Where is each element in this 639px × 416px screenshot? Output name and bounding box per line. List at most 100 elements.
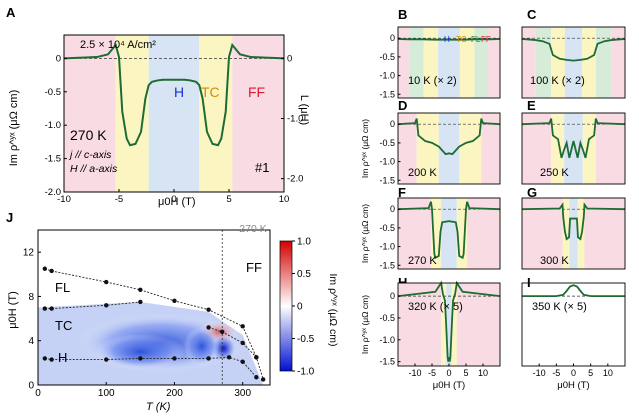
phase-region-ff-0 [522, 27, 536, 98]
axes-frame [521, 112, 626, 185]
phase-label-ff: FF [248, 84, 265, 100]
x-tick-label: 5 [463, 368, 468, 378]
phase-region-ff-0 [398, 283, 442, 366]
y-axis-label-j: μ0H (T) [7, 291, 19, 329]
phase-region-h-3 [438, 27, 460, 98]
y-tick-label: -1.5 [379, 260, 395, 270]
x-tick-label-a: -10 [57, 194, 71, 205]
x-tick-label-a: 10 [279, 194, 290, 205]
boundary-point [260, 377, 266, 382]
y-tick-label: -1.0 [379, 71, 395, 81]
boundary-point [42, 306, 48, 311]
boundary-point [206, 356, 211, 361]
phase-region-h-2 [438, 113, 460, 184]
phase-region-ff-6 [488, 27, 500, 98]
y-tick-label-j: 0 [28, 381, 34, 392]
boundary-point [49, 306, 54, 311]
boundary-point [172, 356, 177, 361]
data-curve [521, 202, 626, 241]
panel-f: F 270 K 0 -0.5 -1.0 -1.5 Im ρ^ʸˣ (μΩ cm) [360, 185, 501, 270]
panel-a-annotations: A 2.5 × 10⁴ A/cm² 270 K j // c-axis H //… [6, 5, 310, 208]
y-tick-label: -0.5 [379, 313, 395, 323]
y-tick-label: 0 [390, 119, 395, 129]
axes-frame-j [37, 229, 271, 386]
boundary-point [226, 355, 232, 360]
colorbar-label-j: Im ρ^ʸˣ (μΩ cm) [327, 273, 339, 346]
y2-axis-label-a: L (μH) [298, 95, 310, 125]
phase-region-fl-5 [474, 27, 489, 98]
axes-frame [397, 197, 501, 270]
phase-region-ff-4 [232, 35, 284, 192]
axes-frame [397, 26, 501, 99]
colorbar-tick-label: 1.0 [297, 237, 311, 248]
y2-tick-label-a: -2.0 [287, 174, 303, 185]
y-tick-label-j: 4 [28, 336, 34, 347]
x-tick-label-a: 5 [226, 194, 231, 205]
boundary-point [240, 324, 245, 329]
panel-letter-i: I [527, 275, 531, 290]
boundary-point [206, 307, 211, 312]
boundary-point [240, 359, 245, 364]
small-panels: B 10 K (× 2) 0 -0.5 -1.0 -1.5 C 100 K (× 2) D 200… [360, 7, 626, 391]
temperature-label: 100 K (× 2) [530, 75, 585, 87]
y-tick-label-j: 8 [28, 292, 34, 303]
phase-region-h-2 [148, 35, 200, 192]
panel-letter-e: E [527, 98, 536, 113]
panel-letter-h: H [398, 275, 407, 290]
temperature-label: 350 K (× 5) [532, 301, 587, 313]
phase-region-tc-4 [459, 27, 475, 98]
data-curve [521, 118, 626, 159]
y-tick-label-a: 0 [56, 53, 61, 64]
x-tick-label: 5 [588, 368, 593, 378]
phase-label-ff-j: FF [246, 260, 262, 275]
boundary-point [104, 279, 109, 285]
x-tick-label: 0 [571, 368, 576, 378]
panel-g: G 300 K [521, 185, 626, 270]
phase-region-fl-1 [535, 27, 552, 98]
y2-tick-label-a: 0 [287, 53, 292, 64]
phase-label-fl-b: FL [471, 35, 481, 44]
panel-letter-c: C [527, 7, 537, 22]
panel-j-annotations: J FL TC H FF 270 K T (K) μ0H (T) Im ρ^ʸˣ… [6, 210, 339, 413]
boundary-point [254, 375, 259, 380]
axes-frame [521, 26, 626, 99]
phase-region-h-2 [564, 113, 583, 184]
temperature-label: 270 K [70, 127, 107, 143]
boundary-point [49, 268, 54, 274]
phase-region-tc-3 [459, 113, 482, 184]
phase-region-tc-2 [423, 27, 439, 98]
boundary-point [138, 287, 143, 292]
phase-label-tc-b: TC [456, 35, 467, 44]
phase-region-tc-1 [416, 113, 439, 184]
phase-region-h-2 [569, 198, 578, 269]
x-axis-label: μ0H (T) [557, 380, 589, 391]
boundary-point [42, 356, 48, 361]
x-tick-label: -5 [428, 368, 436, 378]
phase-region-tc-2 [551, 27, 565, 98]
colorbar-tick-label: -1.0 [297, 367, 315, 378]
colorbar-tick-label: 0 [297, 302, 303, 313]
y-tick-label: 0 [390, 33, 395, 43]
phase-region-tc-1 [430, 198, 442, 269]
temperature-label: 300 K [540, 255, 569, 267]
boundary-point [220, 329, 225, 335]
boundary-point [104, 303, 109, 308]
panel-c: C 100 K (× 2) [521, 7, 626, 99]
y-tick-label-a: -1.5 [45, 154, 61, 165]
heatmap-blob [183, 326, 220, 367]
phase-label-ff-b: FF [481, 35, 491, 44]
y-tick-label: -1.5 [379, 175, 395, 185]
temperature-label: 320 K (× 5) [408, 301, 463, 313]
phase-region-ff-6 [611, 27, 625, 98]
x-axis-label-a: μ0H (T) [158, 196, 196, 208]
data-curve [397, 118, 501, 156]
phase-label-h: H [174, 84, 184, 100]
boundary-point [138, 299, 143, 305]
panel-letter-g: G [527, 185, 537, 200]
y-tick-label: -1.0 [379, 157, 395, 167]
y-tick-label: 0 [390, 291, 395, 301]
phase-label-tc: TC [201, 84, 220, 100]
panel-j-plot: 0 100 200 300 0 4 8 12 1.0 0.5 0 -0.5 -1.0 [23, 229, 315, 399]
phase-label-tc-j: TC [55, 318, 72, 333]
phase-region-ff-0 [398, 113, 417, 184]
